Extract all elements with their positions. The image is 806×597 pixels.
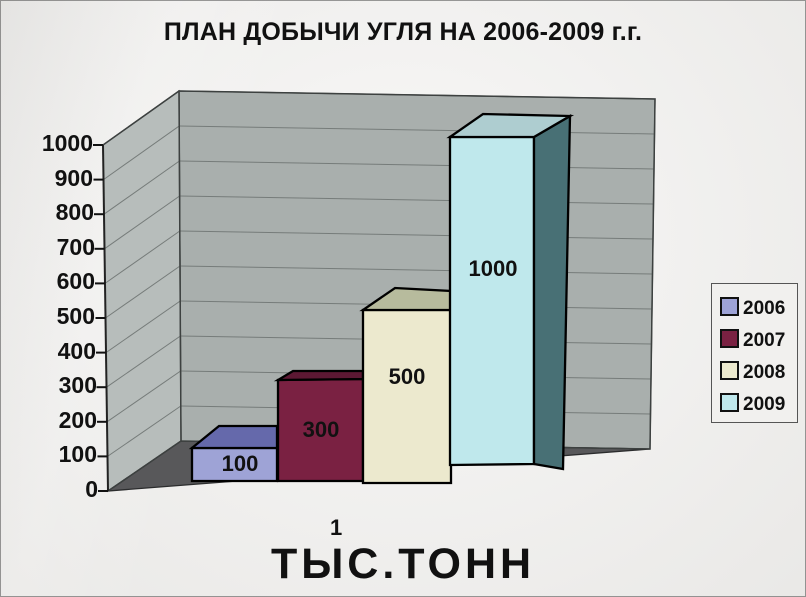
svg-text:1000: 1000	[469, 256, 518, 281]
svg-text:500: 500	[389, 364, 426, 389]
svg-text:300: 300	[303, 417, 340, 442]
svg-text:100: 100	[222, 451, 259, 476]
